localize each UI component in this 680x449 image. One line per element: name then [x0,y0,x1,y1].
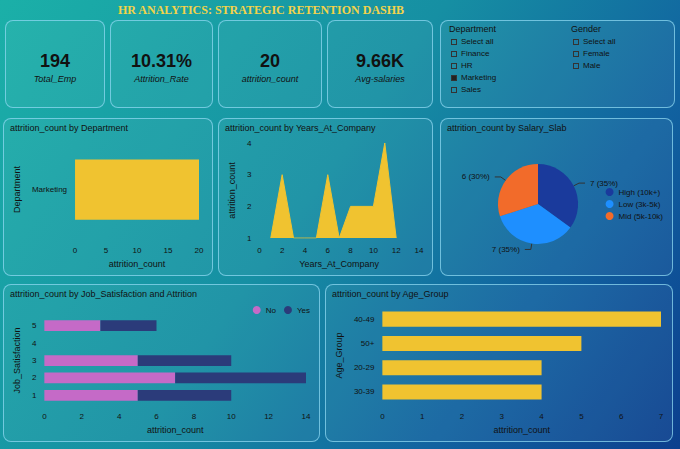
svg-text:attrition_count: attrition_count [493,425,550,435]
svg-text:6: 6 [326,246,331,255]
svg-text:attrition_count: attrition_count [109,259,166,269]
html-text:Marketing: Marketing [461,73,497,82]
svg-text:3: 3 [247,170,252,179]
svg-text:15: 15 [164,246,173,255]
svg-text:4: 4 [247,139,252,148]
html-text:Gender: Gender [571,24,601,34]
svg-text:10: 10 [133,246,142,255]
html-text:HR: HR [461,61,473,70]
svg-text:7 (35%): 7 (35%) [590,179,618,188]
html-text:Total_Emp: Total_Emp [33,74,77,84]
svg-text:0: 0 [257,246,262,255]
html-text:Sales: Sales [461,85,481,94]
svg-text:4: 4 [303,246,308,255]
svg-text:10: 10 [369,246,378,255]
svg-text:0: 0 [73,246,78,255]
svg-text:2: 2 [247,202,252,211]
svg-text:50+: 50+ [361,339,375,348]
svg-text:2: 2 [460,412,465,421]
html-text:Select all: Select all [461,37,494,46]
html-text:10.31%: 10.31% [131,51,192,71]
svg-text:8: 8 [348,246,353,255]
svg-text:3: 3 [500,412,505,421]
svg-text:8: 8 [192,412,197,421]
html-text:Male: Male [583,61,601,70]
html-text:HR ANALYTICS: STRATEGIC RETENT: HR ANALYTICS: STRATEGIC RETENTION DASHB [118,3,405,17]
html-text:194: 194 [40,51,70,71]
svg-text:1: 1 [420,412,425,421]
svg-text:attrition_count: attrition_count [147,425,204,435]
svg-text:7 (35%): 7 (35%) [492,245,520,254]
svg-text:4: 4 [32,339,37,348]
svg-text:No: No [266,306,277,315]
svg-text:Years_At_Company: Years_At_Company [299,259,379,269]
svg-text:5: 5 [579,412,584,421]
html-text:attrition_count by Age_Group: attrition_count by Age_Group [332,289,449,299]
svg-text:2: 2 [80,412,85,421]
svg-text:6: 6 [154,412,159,421]
svg-text:6 (30%): 6 (30%) [462,172,490,181]
svg-text:Department: Department [12,166,22,214]
svg-text:20: 20 [195,246,204,255]
svg-text:7: 7 [659,412,664,421]
svg-text:6: 6 [619,412,624,421]
svg-text:20-29: 20-29 [354,363,375,372]
svg-text:1: 1 [247,234,252,243]
svg-text:Low (3k-5k): Low (3k-5k) [619,200,661,209]
html-text:attrition_count by Salary_Slab: attrition_count by Salary_Slab [447,123,567,133]
svg-text:2: 2 [280,246,285,255]
svg-text:Age_Group: Age_Group [334,333,344,379]
html-text:20: 20 [260,51,280,71]
svg-text:0: 0 [380,412,385,421]
svg-text:Mid (5k-10k): Mid (5k-10k) [619,212,664,221]
html-text:9.66K: 9.66K [356,51,404,71]
html-text:Female: Female [583,49,610,58]
svg-text:1: 1 [32,391,37,400]
svg-text:5: 5 [32,321,37,330]
html-text:attrition_count: attrition_count [241,74,299,84]
svg-text:Job_Satisfaction: Job_Satisfaction [12,328,22,394]
svg-text:3: 3 [32,356,37,365]
svg-text:12: 12 [392,246,401,255]
html-text:Avg-salaries: Avg-salaries [355,74,405,84]
svg-text:5: 5 [104,246,109,255]
html-text:Select all: Select all [583,37,616,46]
svg-text:Marketing: Marketing [32,185,67,194]
svg-text:4: 4 [117,412,122,421]
html-text:Finance: Finance [461,49,490,58]
svg-text:10: 10 [227,412,236,421]
html-text:Department: Department [449,24,496,34]
svg-text:14: 14 [415,246,424,255]
svg-text:Yes: Yes [297,306,310,315]
svg-text:4: 4 [539,412,544,421]
svg-text:30-39: 30-39 [354,387,375,396]
html-text:attrition_count by Job_Satisfa: attrition_count by Job_Satisfaction and … [10,289,198,299]
svg-text:High (10k+): High (10k+) [619,188,661,197]
html-text:Attrition_Rate: Attrition_Rate [134,74,189,84]
svg-text:40-49: 40-49 [354,315,375,324]
svg-text:0: 0 [42,412,47,421]
svg-text:12: 12 [264,412,273,421]
svg-text:2: 2 [32,373,37,382]
html-text:attrition_count by Department: attrition_count by Department [10,123,129,133]
svg-text:14: 14 [302,412,311,421]
svg-text:attrition_count: attrition_count [227,162,237,219]
html-text:attrition_count by Years_At_Co: attrition_count by Years_At_Company [225,123,376,133]
